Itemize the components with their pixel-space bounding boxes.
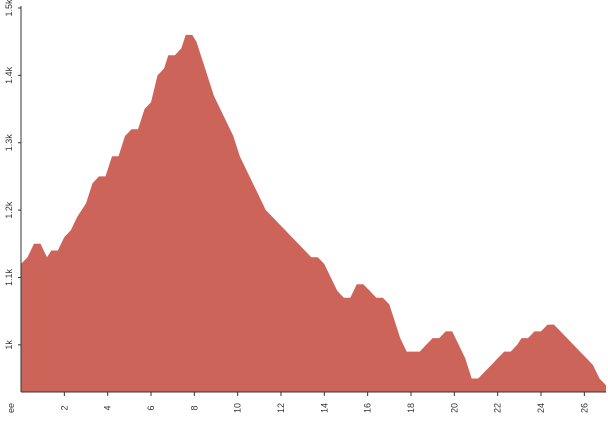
x-tick-label: 18 [406, 403, 416, 413]
axes: 1k1.1k1.2k1.3k1.4k1.5k2 4 6 8 10 12 14 16 18 20 22… [4, 0, 606, 413]
y-tick-label: 1.2k [4, 201, 14, 219]
x-tick-label: 6 [146, 405, 156, 410]
y-tick-label: 1k [4, 340, 14, 350]
x-tick-label: 24 [536, 403, 546, 413]
y-tick-label: 1.4k [4, 66, 14, 84]
y-tick-label: 1.5k [4, 0, 14, 17]
area-series-0 [21, 34, 606, 393]
x-tick-label: 12 [276, 403, 286, 413]
y-tick-label: 1.3k [4, 134, 14, 152]
x-tick-label: 14 [319, 403, 329, 413]
x-tick-label: 8 [189, 405, 199, 410]
x-tick-label: 10 [233, 403, 243, 413]
x-tick-label: 16 [363, 403, 373, 413]
x-tick-label: 4 [103, 405, 113, 410]
plot-area [21, 34, 606, 393]
x-origin-label: ee [6, 403, 16, 413]
x-tick-label: 22 [493, 403, 503, 413]
x-tick-label: 20 [449, 403, 459, 413]
y-tick-label: 1.1k [4, 268, 14, 286]
x-tick-label: 2 [59, 405, 69, 410]
x-tick-label: 26 [579, 403, 589, 413]
